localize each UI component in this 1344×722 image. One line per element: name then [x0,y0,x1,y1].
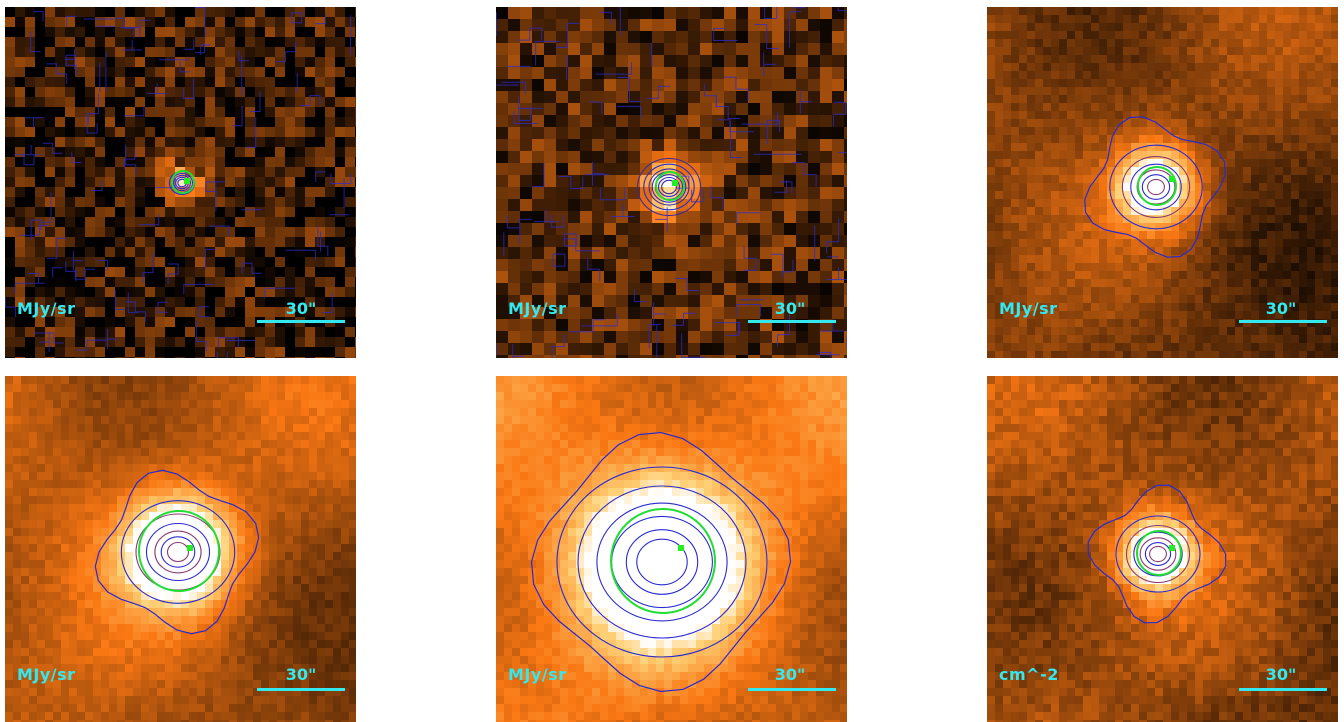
scalebar-label: 30" [774,299,806,318]
source-contours [556,466,768,658]
scalebar [1239,320,1327,323]
unit-label: MJy/sr [508,665,567,684]
aperture-circle [1137,166,1177,206]
unit-label: MJy/sr [17,665,76,684]
aperture-circle [138,510,220,592]
unit-label: MJy/sr [999,299,1058,318]
pixel-grid [987,376,1338,722]
image-panel-2: MJy/sr 30" [496,7,847,358]
background-contours [496,7,847,358]
peak-marker [1169,176,1175,182]
pixel-grid [5,376,356,722]
background-contours [5,7,352,358]
outer-contours [1084,116,1226,258]
image-map-5 [496,376,847,722]
image-panel-3: MJy/sr 30" [987,7,1338,358]
aperture-circle [1136,530,1182,576]
scalebar [257,688,345,691]
aperture-circle [610,508,716,614]
peak-marker [184,178,190,184]
scalebar [748,688,836,691]
source-contours [1115,515,1201,593]
outer-contours [1087,484,1227,624]
scalebar-label: 30" [774,665,806,684]
outer-contours [94,469,260,635]
image-map-1 [5,7,356,358]
image-panel-1: MJy/sr 30" [5,7,356,358]
image-panel-4: MJy/sr 30" [5,376,356,722]
image-map-4 [5,376,356,722]
scalebar [257,320,345,323]
scalebar [1239,688,1327,691]
peak-marker [672,180,678,186]
unit-label: MJy/sr [17,299,76,318]
pixel-grid [987,7,1338,358]
unit-label: cm^-2 [999,665,1059,684]
outer-contours [530,431,792,693]
peak-marker [187,545,193,551]
pixel-grid [5,7,356,358]
image-panel-6: cm^-2 30" [987,376,1338,722]
scalebar-label: 30" [1265,299,1297,318]
image-map-2 [496,7,847,358]
scalebar-label: 30" [285,665,317,684]
image-map-6 [987,376,1338,722]
peak-marker [678,545,684,551]
image-panel-5: MJy/sr 30" [496,376,847,722]
aperture-circle [655,171,685,201]
image-map-3 [987,7,1338,358]
scalebar-label: 30" [285,299,317,318]
scalebar-label: 30" [1265,665,1297,684]
peak-marker [1169,545,1175,551]
unit-label: MJy/sr [508,299,567,318]
source-contours [120,500,236,604]
scalebar [748,320,836,323]
aperture-circle [171,170,195,194]
